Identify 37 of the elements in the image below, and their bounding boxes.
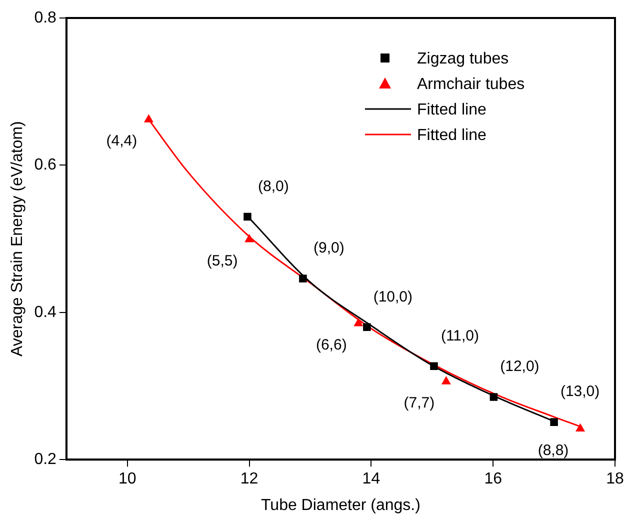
annotation: (5,5) (206, 252, 238, 270)
x-axis-title: Tube Diameter (angs.) (260, 496, 420, 514)
y-tick-label: 0.6 (34, 156, 57, 174)
annotation: (7,7) (404, 394, 435, 412)
x-tick-label: 12 (240, 470, 258, 488)
annotation: (13,0) (560, 383, 600, 400)
annotation: (12,0) (500, 358, 540, 376)
point (441, 376, 451, 384)
legend-label: Fitted line (417, 101, 486, 118)
point (363, 323, 371, 332)
annotation: (4,4) (106, 132, 138, 150)
x-tick-label: 18 (606, 470, 624, 488)
point (430, 362, 438, 370)
x-tick-label: 14 (362, 470, 380, 488)
annotation: (10,0) (373, 288, 413, 306)
point (575, 423, 586, 432)
point (550, 418, 558, 426)
point (490, 393, 498, 401)
annotation: (9,0) (314, 240, 344, 257)
y-axis-title: Average Strain Energy (eV/atom) (9, 121, 26, 356)
annotation: (6,6) (316, 336, 347, 354)
annotation: (11,0) (440, 327, 480, 344)
y-tick-label: 0.2 (34, 451, 57, 468)
y-tick-label: 0.8 (34, 9, 57, 26)
x-tick-label: 10 (118, 470, 136, 488)
x-tick-label: 16 (484, 470, 502, 488)
point (244, 234, 254, 242)
point (299, 274, 307, 282)
point (144, 114, 154, 122)
legend-label: Fitted line (417, 126, 486, 144)
point (244, 212, 252, 221)
point (354, 318, 364, 326)
legend-label: Armchair tubes (417, 76, 525, 93)
annotation: (8,0) (258, 178, 289, 195)
annotation: (8,8) (538, 442, 569, 459)
legend-label: Zigzag tubes (417, 50, 509, 68)
y-tick-label: 0.4 (34, 304, 57, 321)
